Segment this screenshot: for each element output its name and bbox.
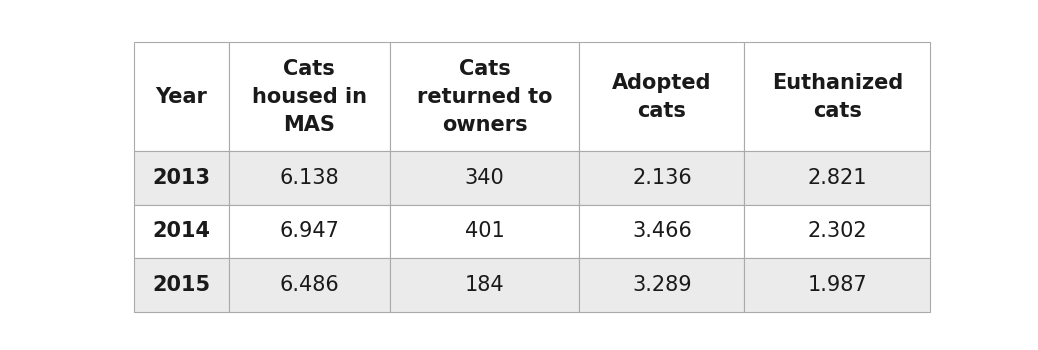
Bar (134, 151, 228, 205)
Bar (579, 151, 744, 205)
Text: Year: Year (156, 86, 208, 106)
Text: 2.821: 2.821 (808, 168, 867, 188)
Text: 6.486: 6.486 (279, 275, 339, 295)
Text: 401: 401 (465, 221, 504, 241)
Bar (134, 258, 228, 312)
Text: 2015: 2015 (153, 275, 211, 295)
Bar (228, 151, 389, 205)
Bar (389, 205, 579, 258)
Text: 2013: 2013 (153, 168, 211, 188)
Bar (744, 258, 930, 312)
Text: 340: 340 (465, 168, 504, 188)
Text: Cats
returned to
owners: Cats returned to owners (417, 58, 552, 134)
Text: 3.289: 3.289 (632, 275, 691, 295)
Text: 1.987: 1.987 (808, 275, 867, 295)
Text: 2.136: 2.136 (632, 168, 692, 188)
Bar (389, 258, 579, 312)
Bar (228, 258, 389, 312)
Text: 2014: 2014 (153, 221, 211, 241)
Bar (134, 42, 228, 151)
Bar (228, 42, 389, 151)
Bar (389, 151, 579, 205)
Text: 6.947: 6.947 (279, 221, 339, 241)
Text: 3.466: 3.466 (632, 221, 692, 241)
Bar (228, 205, 389, 258)
Text: 2.302: 2.302 (808, 221, 867, 241)
Bar (744, 205, 930, 258)
Text: Cats
housed in
MAS: Cats housed in MAS (251, 58, 366, 134)
Bar (744, 42, 930, 151)
Bar (579, 258, 744, 312)
Bar (134, 205, 228, 258)
Text: 184: 184 (465, 275, 504, 295)
Bar (744, 151, 930, 205)
Text: 6.138: 6.138 (279, 168, 339, 188)
Bar (579, 42, 744, 151)
Bar (579, 205, 744, 258)
Text: Adopted
cats: Adopted cats (612, 72, 712, 120)
Text: Euthanized
cats: Euthanized cats (771, 72, 903, 120)
Bar (389, 42, 579, 151)
